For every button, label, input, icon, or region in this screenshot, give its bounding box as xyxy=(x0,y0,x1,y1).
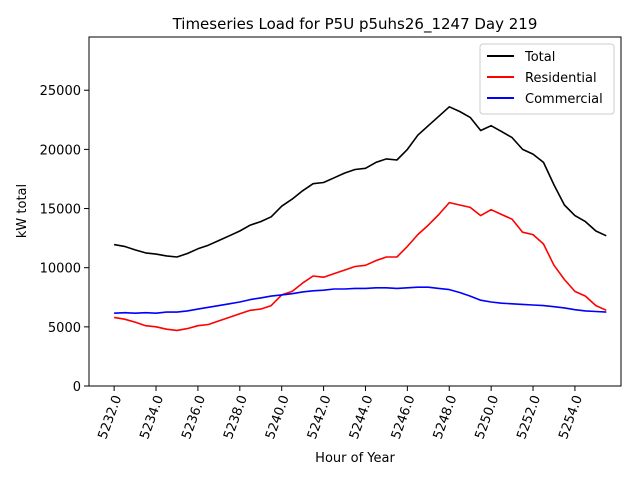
series-line-commercial xyxy=(114,286,607,315)
series-line-residential xyxy=(113,201,607,332)
y-tick-label: 20000 xyxy=(40,143,81,158)
legend-label-total: Total xyxy=(524,50,555,65)
y-tick-label: 0 xyxy=(73,380,81,395)
plot-lines xyxy=(113,106,607,332)
x-axis-label: Hour of Year xyxy=(315,451,395,466)
legend-label-commercial: Commercial xyxy=(525,92,603,107)
y-tick-label: 25000 xyxy=(40,84,81,99)
y-tick-label: 5000 xyxy=(48,321,81,336)
y-tick-label: 10000 xyxy=(40,262,81,277)
plot-frame xyxy=(88,36,622,387)
legend: Total Residential Commercial xyxy=(479,43,615,115)
chart-title: Timeseries Load for P5U p5uhs26_1247 Day… xyxy=(172,15,538,34)
y-axis-label: kW total xyxy=(15,184,30,238)
legend-box xyxy=(479,43,615,115)
legend-label-residential: Residential xyxy=(525,71,597,86)
y-tick-label: 15000 xyxy=(40,203,81,218)
series-line-total xyxy=(113,106,607,258)
y-axis: 0 5000 10000 15000 20000 25000 xyxy=(40,84,89,395)
